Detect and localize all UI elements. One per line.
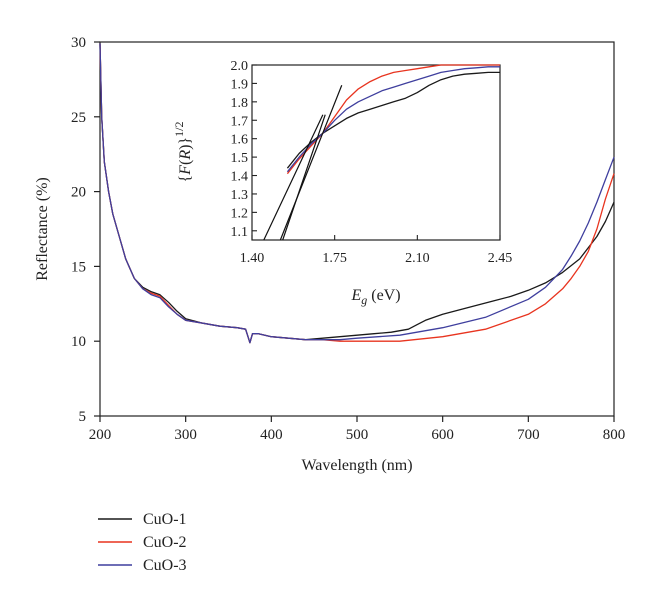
legend-label-cuo-2: CuO-2 <box>143 534 187 551</box>
main-y-axis-label: Reflectance (%) <box>34 177 51 280</box>
legend-label-cuo-3: CuO-3 <box>143 557 187 574</box>
inset-fit-line-1 <box>263 114 324 241</box>
inset-y-tick-label: 1.5 <box>231 151 249 166</box>
x-tick-label: 200 <box>89 427 112 443</box>
x-tick-label: 600 <box>431 427 454 443</box>
inset-y-tick-label: 2.0 <box>231 59 249 74</box>
inset-x-tick-label: 2.10 <box>405 251 430 266</box>
y-tick-label: 25 <box>71 110 86 126</box>
x-tick-label: 400 <box>260 427 283 443</box>
y-tick-label: 5 <box>79 409 87 425</box>
main-x-axis-label: Wavelength (nm) <box>301 457 412 474</box>
inset-y-tick-label: 1.7 <box>231 114 249 129</box>
y-tick-label: 10 <box>71 334 86 350</box>
x-tick-label: 800 <box>603 427 626 443</box>
inset-y-tick-label: 1.2 <box>231 206 249 221</box>
inset-series-lines <box>263 64 500 241</box>
x-tick-label: 300 <box>174 427 197 443</box>
inset-y-axis-label: {F(R)}1/2 <box>172 122 194 183</box>
inset-y-tick-label: 1.6 <box>231 133 249 148</box>
y-tick-label: 15 <box>71 259 86 275</box>
x-tick-label: 500 <box>346 427 369 443</box>
inset-x-tick-label: 1.75 <box>322 251 347 266</box>
legend-label-cuo-1: CuO-1 <box>143 511 187 528</box>
inset-y-tick-label: 1.4 <box>231 170 249 185</box>
y-tick-label: 30 <box>71 35 86 51</box>
inset-y-tick-label: 1.8 <box>231 96 249 111</box>
inset-y-tick-label: 1.3 <box>231 188 249 203</box>
inset-axis-ticks: 1.40 1.75 2.10 2.45 1.1 1.2 1.3 1.4 1.5 1.6 1.7 1.8… <box>231 59 513 266</box>
inset-plot-frame <box>251 64 501 241</box>
inset-y-tick-label: 1.9 <box>231 77 249 92</box>
inset-x-axis-label: Eg (eV) <box>350 287 400 307</box>
y-tick-label: 20 <box>71 185 86 201</box>
series-line-cuo-3 <box>99 43 615 344</box>
inset-x-tick-label: 1.40 <box>240 251 265 266</box>
x-tick-label: 700 <box>517 427 540 443</box>
inset-fit-line-3 <box>282 114 326 241</box>
inset-fit-line-2 <box>279 85 343 241</box>
main-series-lines <box>99 43 615 344</box>
inset-y-tick-label: 1.1 <box>231 225 249 240</box>
inset-x-tick-label: 2.45 <box>488 251 513 266</box>
legend: CuO-1 CuO-2 CuO-3 <box>98 511 187 574</box>
main-axis-ticks: 200 300 400 500 600 700 800 5 10 15 20 25 30 <box>71 35 625 443</box>
